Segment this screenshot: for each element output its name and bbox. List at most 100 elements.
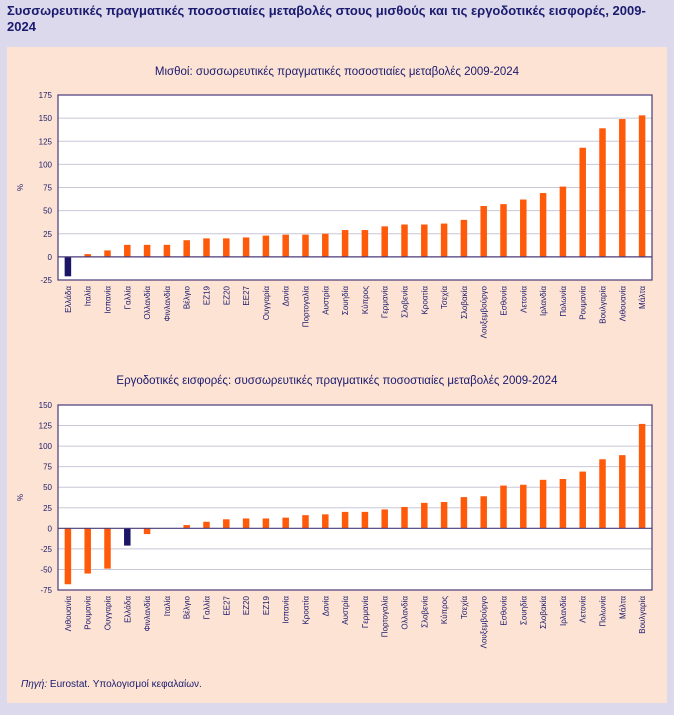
- bar-Λετονία: [520, 199, 527, 257]
- bar-Τσεχία: [440, 223, 448, 257]
- y-axis-label: %: [16, 184, 25, 191]
- bar-Πολωνία: [599, 459, 606, 529]
- x-tick-label: Ελλάδα: [64, 286, 73, 313]
- x-tick-label: Βουλγαρία: [638, 596, 647, 634]
- x-tick-label: ΕΕ27: [242, 285, 251, 305]
- bar-Ολλανδία: [143, 244, 151, 257]
- y-tick-label: 150: [39, 401, 53, 410]
- bar-Πορτογαλία: [302, 234, 309, 257]
- bar-Σλοβενία: [421, 502, 428, 529]
- bar-Ιταλία: [84, 254, 91, 257]
- bar-Σουηδία: [520, 484, 527, 529]
- x-tick-label: Βέλγιο: [183, 285, 192, 309]
- x-tick-label: Λιθουανία: [618, 286, 627, 322]
- x-tick-label: Κύπρος: [361, 286, 370, 314]
- x-tick-label: ΕΕ27: [222, 595, 231, 615]
- x-tick-label: Ολλανδία: [401, 596, 410, 630]
- bar-Λιθουανία: [64, 528, 72, 585]
- x-tick-label: Δανία: [321, 596, 330, 617]
- bar-Ελλάδα: [124, 528, 131, 546]
- bar-Δανία: [322, 514, 329, 529]
- y-tick-label: 125: [39, 137, 53, 146]
- x-tick-label: Αυστρία: [341, 596, 350, 625]
- x-tick-label: Τσεχία: [460, 596, 469, 619]
- bar-Κύπρος: [361, 230, 369, 257]
- bar-Αυστρία: [322, 233, 329, 257]
- x-tick-label: Σλοβακία: [460, 286, 469, 319]
- y-tick-label: 100: [39, 160, 53, 169]
- x-tick-label: Λετονία: [519, 286, 528, 313]
- bar-Γερμανία: [381, 226, 388, 257]
- bar-Μάλτα: [619, 455, 626, 529]
- y-tick-label: 25: [43, 504, 52, 513]
- bar-Σλοβακία: [460, 219, 468, 257]
- y-tick-label: -25: [40, 545, 52, 554]
- x-tick-label: Ιταλία: [84, 286, 93, 307]
- bar-ΕΕ27: [223, 519, 230, 529]
- bar-ΕΖ19: [203, 238, 210, 257]
- bar-Σλοβακία: [539, 479, 547, 529]
- x-tick-label: Σλοβενία: [420, 596, 429, 628]
- y-tick-label: 75: [43, 463, 52, 472]
- x-tick-label: Ιρλανδία: [559, 596, 568, 626]
- page-title: Συσσωρευτικές πραγματικές ποσοστιαίες με…: [7, 3, 646, 34]
- x-tick-label: Δανία: [282, 286, 291, 307]
- plot-area: [58, 405, 652, 590]
- x-tick-label: Σουηδία: [341, 286, 350, 315]
- x-tick-label: Σλοβακία: [539, 596, 548, 629]
- x-tick-label: Εσθονία: [500, 596, 509, 626]
- x-tick-label: Πορτογαλία: [302, 286, 311, 328]
- bar-Σουηδία: [341, 230, 349, 257]
- x-tick-label: Ουγγαρία: [262, 286, 271, 321]
- bar-Λιθουανία: [619, 119, 626, 257]
- bar-ΕΖ20: [242, 518, 250, 529]
- bar-Κροατία: [421, 224, 428, 257]
- x-tick-label: Βέλγιο: [183, 595, 192, 619]
- bar-Κύπρος: [440, 502, 448, 529]
- bar-ΕΖ20: [223, 238, 230, 257]
- y-tick-label: -75: [40, 586, 52, 595]
- bar-Ολλανδία: [401, 506, 408, 529]
- bar-Πολωνία: [559, 186, 567, 257]
- bar-Δανία: [282, 234, 289, 257]
- bar-Ιρλανδία: [539, 193, 547, 257]
- y-tick-label: 50: [43, 207, 52, 216]
- x-tick-label: Ρουμανία: [84, 596, 93, 630]
- x-tick-label: ΕΖ19: [203, 285, 212, 305]
- bar-Γαλλία: [203, 521, 210, 529]
- bar-Βουλγαρία: [599, 128, 606, 257]
- bar-Μάλτα: [638, 115, 646, 257]
- x-tick-label: Μάλτα: [638, 286, 647, 309]
- x-tick-label: Κύπρος: [440, 596, 449, 624]
- chart-contributions: -75 -50 -25 0 25 50 75 100 125 150% Λιθουανία Ρουμα…: [16, 401, 653, 648]
- bar-Ρουμανία: [579, 147, 586, 257]
- y-tick-label: 175: [39, 91, 53, 100]
- x-tick-label: Πολωνία: [559, 286, 568, 317]
- bar-Ρουμανία: [84, 528, 91, 574]
- x-tick-label: Φινλανδία: [163, 286, 172, 322]
- x-tick-label: Εσθονία: [500, 286, 509, 316]
- x-tick-label: Ιταλία: [163, 596, 172, 617]
- x-tick-label: Μάλτα: [618, 596, 627, 619]
- bar-Ουγγαρία: [262, 235, 270, 257]
- bar-Αυστρία: [341, 511, 349, 529]
- bar-Σλοβενία: [401, 224, 408, 257]
- x-tick-label: Γαλλία: [203, 596, 212, 620]
- x-tick-label: ΕΖ20: [242, 595, 251, 615]
- bar-Ισπανία: [104, 250, 111, 257]
- bar-Ελλάδα: [64, 256, 72, 277]
- chart-wages: -25 0 25 50 75 100 125 150 175% Ελλάδα Ιταλία Ισπαν…: [16, 91, 653, 338]
- x-tick-label: ΕΖ20: [222, 285, 231, 305]
- bar-Λουξεμβούργο: [480, 496, 487, 529]
- x-tick-label: Ισπανία: [282, 596, 291, 624]
- bar-Βέλγιο: [183, 525, 190, 529]
- x-tick-label: Ισπανία: [104, 286, 113, 314]
- x-tick-label: Ελλάδα: [123, 596, 132, 623]
- y-tick-label: -25: [40, 276, 52, 285]
- bar-Κροατία: [302, 515, 309, 529]
- x-tick-label: Γερμανία: [361, 596, 370, 629]
- plot-border: [57, 404, 653, 591]
- y-tick-label: 100: [39, 442, 53, 451]
- chart-panel: Μισθοί: συσσωρευτικές πραγματικές ποσοστ…: [7, 47, 667, 703]
- x-tick-label: Κροατία: [302, 596, 311, 625]
